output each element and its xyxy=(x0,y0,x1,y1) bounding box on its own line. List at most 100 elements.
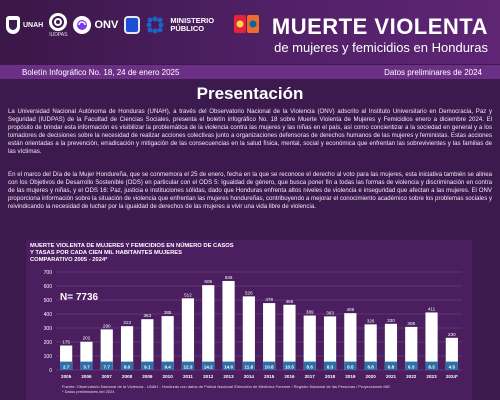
rate-band xyxy=(242,361,255,370)
chart-title-line3: COMPARATIVO 2005 - 2024* xyxy=(30,257,108,264)
mp-logo-line2: PÚBLICO xyxy=(170,24,205,33)
bar-value-label: 512 xyxy=(184,292,192,297)
bar-value-label: 636 xyxy=(225,275,233,280)
iudpas-logo: IUDPAS xyxy=(49,12,68,38)
bar xyxy=(405,326,418,370)
rate-band xyxy=(283,361,296,370)
rate-label: 9.1 xyxy=(144,365,151,370)
bar xyxy=(100,329,113,370)
bar-value-label: 606 xyxy=(204,279,212,284)
bar xyxy=(303,315,316,370)
x-tick-label: 2022 xyxy=(406,374,417,379)
rate-band xyxy=(120,361,134,370)
unah-logo-text: UNAH xyxy=(23,21,44,29)
bar xyxy=(120,326,134,370)
bar xyxy=(283,304,296,370)
bar-value-label: 383 xyxy=(326,310,334,315)
rate-band xyxy=(181,361,195,370)
bar-value-label: 363 xyxy=(144,313,152,318)
rate-band xyxy=(100,361,113,370)
bar-value-label: 202 xyxy=(83,336,91,341)
y-tick-label: 0 xyxy=(49,368,52,374)
data-status: Datos preliminares de 2024 xyxy=(384,67,482,77)
intro-paragraph: La Universidad Nacional Autónoma de Hond… xyxy=(8,108,492,156)
bar-value-label: 175 xyxy=(62,340,70,345)
bar-value-label: 526 xyxy=(245,290,253,295)
x-tick-label: 2008 xyxy=(122,374,133,379)
logo-strip: UNAH IUDPAS ONV MINISTERIO PÚBLICO xyxy=(6,12,214,38)
y-tick-label: 700 xyxy=(44,270,53,276)
bar-value-label: 406 xyxy=(347,307,355,312)
bar xyxy=(242,296,255,370)
bar xyxy=(425,312,438,370)
bar-value-label: 313 xyxy=(123,320,131,325)
chart-title: MUERTE VIOLENTA DE MUJERES Y FEMICIDIOS … xyxy=(30,243,450,265)
bar-value-label: 478 xyxy=(265,297,273,302)
x-tick-label: 2011 xyxy=(183,374,193,379)
x-tick-label: 2017 xyxy=(305,374,316,379)
rate-label: 8.5 xyxy=(347,365,354,370)
x-tick-label: 2007 xyxy=(102,374,113,379)
x-tick-label: 2023 xyxy=(426,374,437,379)
x-tick-label: 2010 xyxy=(163,374,174,379)
unah-logo: UNAH xyxy=(6,16,43,34)
bar-value-label: 385 xyxy=(164,310,172,315)
rate-label: 8.6 xyxy=(307,365,314,370)
rate-label: 6.8 xyxy=(367,365,374,370)
section-heading: Presentación xyxy=(196,84,304,103)
x-tick-label: 2006 xyxy=(81,374,92,379)
rate-label: 6.3 xyxy=(408,365,415,370)
x-tick-label: 2021 xyxy=(386,374,397,379)
rate-band xyxy=(445,361,458,370)
government-seal-icon xyxy=(124,16,141,34)
bar-value-label: 308 xyxy=(407,321,415,326)
rate-label: 9.4 xyxy=(164,365,171,370)
rate-band xyxy=(60,361,73,370)
bar-value-label: 389 xyxy=(306,310,314,315)
rate-band xyxy=(80,361,93,370)
rate-band xyxy=(323,361,337,370)
page-title: MUERTE VIOLENTA xyxy=(271,14,488,39)
rate-band xyxy=(222,361,235,370)
rate-label: 14.2 xyxy=(204,365,213,370)
x-tick-label: 2005 xyxy=(61,374,72,379)
rate-band xyxy=(405,361,418,370)
rate-band xyxy=(344,361,357,370)
x-tick-label: 2015 xyxy=(264,374,275,379)
x-tick-label: 2013 xyxy=(223,374,234,379)
bar xyxy=(364,324,377,370)
header-banner: UNAH IUDPAS ONV MINISTERIO PÚBLICO xyxy=(0,0,500,64)
rate-label: 11.8 xyxy=(245,365,254,370)
rate-label: 8.0 xyxy=(124,365,131,370)
mp-logo-line1: MINISTERIO xyxy=(170,16,215,25)
y-tick-label: 600 xyxy=(44,284,53,290)
x-tick-label: 2016 xyxy=(284,374,295,379)
bar-value-label: 326 xyxy=(367,318,375,323)
bar-value-label: 290 xyxy=(103,323,111,328)
x-tick-label: 2012 xyxy=(203,374,214,379)
bar xyxy=(181,298,195,370)
x-tick-label: 2019 xyxy=(345,374,356,379)
onv-logo: ONV xyxy=(73,16,118,34)
rate-label: 6.8 xyxy=(388,365,395,370)
rate-label: 4.5 xyxy=(449,365,456,370)
rate-label: 10.8 xyxy=(265,365,274,370)
y-tick-label: 400 xyxy=(44,312,53,318)
total-cases-label: N= 7736 xyxy=(60,292,99,303)
x-tick-label: 2014 xyxy=(244,374,255,379)
onv-logo-text: ONV xyxy=(94,18,119,31)
rate-label: 2.7 xyxy=(63,365,70,370)
rate-label: 8.3 xyxy=(327,365,334,370)
rate-band xyxy=(384,361,398,370)
y-tick-label: 100 xyxy=(44,354,53,360)
chart-title-line1: MUERTE VIOLENTA DE MUJERES Y FEMICIDIOS … xyxy=(30,243,234,249)
bar xyxy=(141,319,154,370)
y-tick-label: 300 xyxy=(44,326,53,332)
x-tick-label: 2018 xyxy=(325,374,336,379)
bar xyxy=(344,313,357,370)
y-tick-label: 500 xyxy=(44,298,53,304)
rate-band xyxy=(425,361,438,370)
bar xyxy=(263,303,276,370)
iudpas-emblem-icon xyxy=(49,12,68,31)
x-tick-label: 2020 xyxy=(366,374,377,379)
